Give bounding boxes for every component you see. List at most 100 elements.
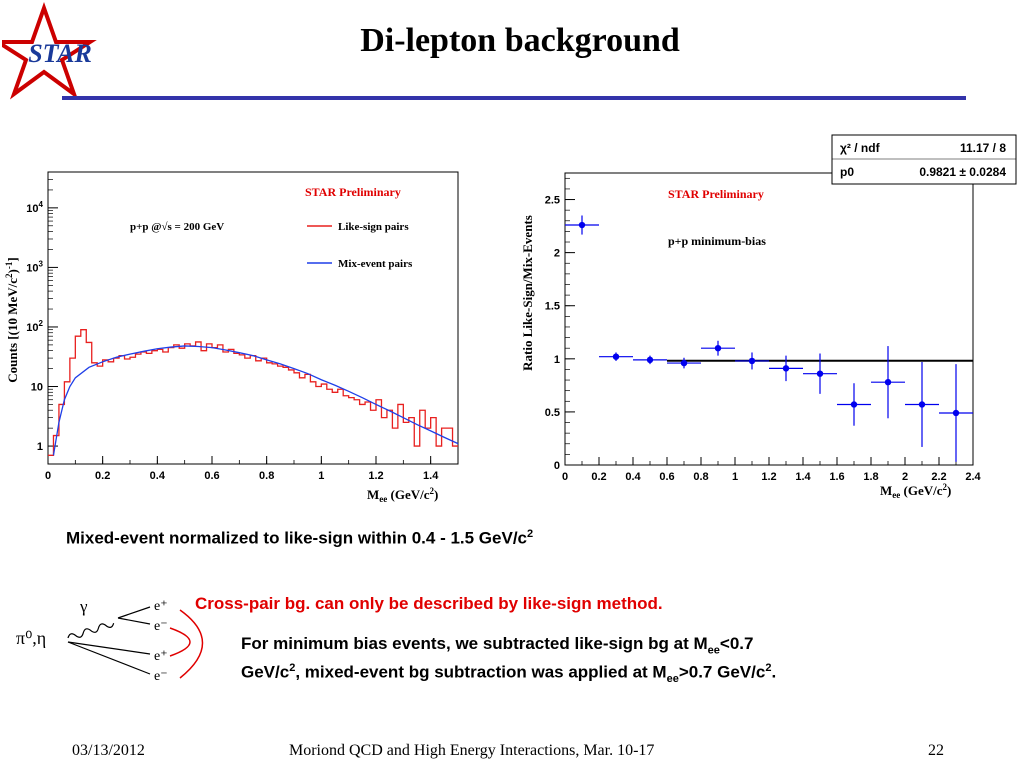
photon-wavy-line <box>67 622 115 639</box>
left-y-tick-label: 103 <box>26 259 43 274</box>
normalization-text: Mixed-event normalized to like-sign with… <box>66 528 528 548</box>
normalization-sup: 2 <box>527 528 534 540</box>
diagram-line-4 <box>67 641 151 675</box>
minbias-sub-2: ee <box>666 673 679 686</box>
title-divider <box>62 96 966 100</box>
right-x-tick-label: 0.2 <box>591 471 606 483</box>
diagram-lepton-4: e⁻ <box>154 669 168 684</box>
minbias-text-f: . <box>771 662 777 682</box>
left-axis-ticks <box>47 179 459 464</box>
fit-p0-value: 0.9821 ± 0.0284 <box>919 165 1006 179</box>
right-x-tick-label: 2.4 <box>965 471 981 483</box>
logo-text: STAR <box>28 39 92 68</box>
pair-bracket-outer <box>179 609 204 679</box>
right-star-preliminary: STAR Preliminary <box>668 187 764 201</box>
right-axis-ticks <box>564 177 974 466</box>
legend-like-sign-label: Like-sign pairs <box>338 221 409 233</box>
right-x-tick-label: 0.4 <box>625 471 641 483</box>
fit-chi2-label: χ² / ndf <box>840 141 881 155</box>
ratio-data-point <box>646 356 654 364</box>
minbias-text-b: <0.7 <box>719 634 754 653</box>
right-series-group <box>565 215 973 462</box>
right-x-tick-label: 0.8 <box>693 471 708 483</box>
ratio-data-point <box>748 357 756 365</box>
diagram-gamma-label: γ <box>79 597 88 616</box>
minbias-text-a: For minimum bias events, we subtracted l… <box>241 634 708 653</box>
ratio-data-point <box>918 401 926 408</box>
star-logo: STAR <box>2 2 97 100</box>
ratio-data-point <box>816 370 824 377</box>
right-plot-frame <box>564 172 974 466</box>
ratio-data-point <box>782 365 790 372</box>
left-plot-frame <box>47 171 459 465</box>
right-y-tick-label: 1.5 <box>545 301 560 313</box>
left-y-tick-labels: 1 10 102 103 104 <box>26 200 43 453</box>
fit-p0-label: p0 <box>840 165 854 179</box>
left-x-tick-label: 0.4 <box>150 470 166 482</box>
ratio-data-point <box>680 359 688 367</box>
right-x-tick-label: 1.6 <box>829 471 844 483</box>
left-x-tick-label: 0.2 <box>95 470 110 482</box>
right-y-axis-label: Ratio Like-Sign/Mix-Events <box>520 215 535 371</box>
footer-date: 03/13/2012 <box>72 742 145 759</box>
mix-event-series-line <box>52 345 459 456</box>
right-x-tick-label: 1.8 <box>863 471 878 483</box>
like-sign-mix-event-chart: 0 0.2 0.4 0.6 0.8 1 1.2 1.4 1 10 102 103 104 STAR P… <box>4 171 459 504</box>
left-y-axis-label: Counts [(10 MeV/c2)-1] <box>4 257 20 382</box>
minbias-note-line2: GeV/c2, mixed-event bg subtraction was a… <box>241 662 776 685</box>
diagram-lepton-2: e⁻ <box>154 619 168 634</box>
ratio-data-point <box>714 345 722 352</box>
left-x-tick-labels: 0 0.2 0.4 0.6 0.8 1 1.2 1.4 <box>45 470 439 482</box>
right-x-tick-label: 1 <box>732 471 738 483</box>
left-y-tick-label: 102 <box>26 319 43 334</box>
left-x-tick-label: 0.8 <box>259 470 274 482</box>
left-y-tick-label: 10 <box>31 382 43 394</box>
right-y-tick-label: 2 <box>554 248 560 260</box>
left-star-preliminary: STAR Preliminary <box>305 185 401 199</box>
right-x-axis-label: Mee (GeV/c2) <box>880 482 951 500</box>
right-x-tick-label: 1.2 <box>761 471 776 483</box>
star-outline-icon <box>2 2 97 100</box>
minbias-sub-1: ee <box>707 644 720 657</box>
minbias-text-d: , mixed-event bg subtraction was applied… <box>295 662 667 682</box>
slide-title: Di-lepton background <box>360 22 680 59</box>
fit-chi2-value: 11.17 / 8 <box>960 141 1006 155</box>
minbias-note-line1: For minimum bias events, we subtracted l… <box>241 634 753 656</box>
right-x-tick-label: 0.6 <box>659 471 674 483</box>
right-y-tick-label: 0 <box>554 460 560 472</box>
left-y-tick-label: 104 <box>26 200 43 215</box>
right-minbias-label: p+p minimum-bias <box>668 234 766 248</box>
legend-mix-event-label: Mix-event pairs <box>338 258 413 270</box>
cross-pair-note: Cross-pair bg. can only be described by … <box>195 594 663 613</box>
right-x-tick-label: 1.4 <box>795 471 811 483</box>
right-x-tick-label: 2.2 <box>931 471 946 483</box>
left-x-tick-label: 1.2 <box>368 470 383 482</box>
fit-stat-box: χ² / ndf 11.17 / 8 p0 0.9821 ± 0.0284 <box>831 134 1017 185</box>
diagram-lepton-3: e⁺ <box>154 649 168 664</box>
diagram-line-3 <box>67 641 151 655</box>
ratio-data-point <box>884 378 892 386</box>
right-y-tick-label: 2.5 <box>545 195 560 207</box>
diagram-source-label: π⁰,η <box>16 628 46 648</box>
right-x-tick-labels: 0 0.2 0.4 0.6 0.8 1 1.2 1.4 1.6 1.8 2 2.2 2.4 <box>562 471 982 483</box>
minbias-text-c: GeV/c <box>241 662 290 682</box>
diagram-line-2 <box>117 617 151 625</box>
right-y-tick-labels: 0 0.5 1 1.5 2 2.5 <box>545 195 560 472</box>
ratio-data-point <box>578 221 586 229</box>
cross-pair-diagram: π⁰,η γ e⁺ e⁻ e⁺ e⁻ <box>16 597 204 684</box>
footer-page-number: 22 <box>928 742 944 759</box>
left-y-tick-label: 1 <box>37 441 43 453</box>
minbias-text-e: >0.7 GeV/c <box>678 662 766 682</box>
minbias-sup-1: 2 <box>289 662 296 674</box>
right-x-tick-label: 0 <box>562 471 568 483</box>
left-x-tick-label: 1.4 <box>423 470 439 482</box>
left-x-tick-label: 0 <box>45 470 51 482</box>
right-x-tick-label: 2 <box>902 471 908 483</box>
left-collision-label: p+p @√s = 200 GeV <box>130 221 224 233</box>
right-y-tick-label: 1 <box>554 354 560 366</box>
left-x-tick-label: 1 <box>318 470 324 482</box>
minbias-sup-2: 2 <box>765 662 772 674</box>
ratio-data-point <box>612 353 620 360</box>
left-series-group <box>48 329 459 456</box>
